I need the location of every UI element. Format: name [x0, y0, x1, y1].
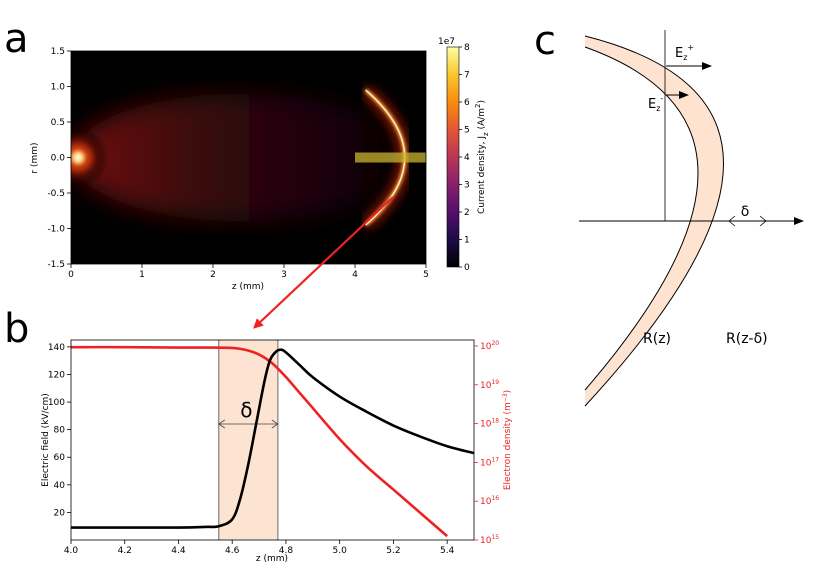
line-chart-x-tick-label: 4.0	[64, 546, 79, 556]
delta-band	[218, 340, 278, 540]
panel-c-letter: c	[534, 18, 556, 64]
colorbar	[446, 46, 460, 268]
heatmap-y-tick-label: 0.0	[51, 154, 66, 164]
delta-gap-arrowheads	[728, 215, 767, 227]
heatmap-y-tick-label: -1.0	[47, 225, 65, 235]
colorbar-ticks: 8 7 6 5 4 3 2 1 0	[459, 43, 470, 273]
line-chart-x-tick-label: 5.4	[440, 546, 455, 556]
panel-a-letter: a	[4, 16, 29, 62]
line-chart-x-tick-label: 4.2	[118, 546, 132, 556]
colorbar-tick-label: 0	[464, 263, 470, 273]
heatmap-y-tick-label: -0.5	[47, 189, 65, 199]
r-z-label: R(z)	[643, 331, 671, 347]
line-chart-y-tick-label: 40	[54, 481, 66, 491]
line-chart-x-tick-label: 4.4	[171, 546, 186, 556]
line-chart-y2-tick-label: 1017	[480, 456, 499, 468]
line-chart-x-tick-label: 5.0	[333, 546, 348, 556]
line-chart-x-tick-label: 5.2	[386, 546, 400, 556]
panel-c-diagram: Ez+ Ez- δ R(z) R(z-δ)	[579, 30, 804, 407]
heatmap-x-ticks: 0 1 2 3 4 5	[68, 264, 429, 280]
colorbar-tick-label: 2	[464, 208, 470, 218]
line-chart-y2-tick-label: 1015	[480, 534, 499, 546]
line-chart-y2-label: Electron density (m−3)	[502, 390, 514, 490]
panel-a-heatmap: 0 1 2 3 4 5 1.5 1.0 0.5 0.0 -0.5 -1.0 -1.5 z (mm) r…	[30, 37, 490, 292]
heatmap-x-tick-label: 1	[139, 270, 145, 280]
line-chart-x-tick-label: 4.8	[279, 546, 294, 556]
heatmap-plume	[73, 93, 410, 222]
r-z-minus-delta-label: R(z-δ)	[726, 331, 768, 347]
line-chart-y-tick-label: 120	[48, 370, 65, 380]
heatmap-source-glow	[71, 127, 109, 188]
colorbar-label: Current density, Jz (A/m2)	[474, 100, 490, 214]
colorbar-tick-label: 3	[464, 181, 470, 191]
heatmap-x-tick-label: 2	[210, 270, 216, 280]
delta-arrow-head-right	[271, 419, 279, 429]
heatmap-y-ticks: 1.5 1.0 0.5 0.0 -0.5 -1.0 -1.5	[47, 47, 71, 270]
line-chart-y-tick-label: 140	[48, 343, 65, 353]
series-electron-density	[71, 345, 448, 538]
colorbar-tick-label: 1	[464, 236, 470, 246]
line-chart-frame	[70, 339, 475, 541]
heatmap-marker-band	[355, 152, 426, 163]
line-chart-y2-ticks: 1020 1019 1018 1017 1016 1015	[474, 340, 499, 546]
colorbar-tick-label: 6	[464, 98, 470, 108]
line-chart-x-tick-label: 4.6	[225, 546, 240, 556]
line-chart-x-label: z (mm)	[256, 554, 288, 564]
inner-arc-r-z	[584, 46, 699, 391]
line-chart-y-tick-label: 80	[54, 426, 66, 436]
heatmap-y-tick-label: 1.5	[51, 47, 65, 57]
colorbar-tick-label: 5	[464, 126, 470, 136]
ez-minus-label: Ez-	[648, 94, 663, 113]
colorbar-tick-label: 7	[464, 71, 470, 81]
heatmap-x-label: z (mm)	[232, 282, 264, 292]
line-chart-y-label: Electric field (kV/cm)	[41, 393, 51, 487]
colorbar-multiplier: 1e7	[438, 37, 455, 47]
line-chart-y2-tick-label: 1020	[480, 340, 499, 352]
heatmap-y-label: r (mm)	[30, 142, 40, 173]
heatmap-x-tick-label: 5	[423, 270, 429, 280]
line-chart-y-tick-label: 20	[54, 508, 66, 518]
ez-plus-label: Ez+	[675, 43, 694, 62]
line-chart-y2-tick-label: 1019	[480, 379, 499, 391]
colorbar-tick-label: 8	[464, 43, 470, 53]
heatmap-x-tick-label: 3	[281, 270, 287, 280]
delta-arrow-head-left	[218, 419, 225, 429]
heatmap-y-tick-label: 1.0	[51, 83, 66, 93]
heatmap-x-tick-label: 0	[68, 270, 74, 280]
line-chart-y-tick-label: 100	[48, 398, 65, 408]
line-chart-y-ticks: 140 120 100 80 60 40 20	[48, 343, 71, 518]
outer-arc-r-z-minus-delta	[584, 35, 724, 407]
line-chart-y2-tick-label: 1018	[480, 418, 499, 430]
colorbar-tick-label: 4	[464, 153, 470, 163]
heatmap-x-tick-label: 4	[352, 270, 358, 280]
delta-gap-label: δ	[741, 204, 750, 220]
panel-b-letter: b	[4, 306, 29, 352]
heatmap-y-tick-label: 0.5	[51, 118, 65, 128]
heatmap-y-tick-label: -1.5	[47, 260, 65, 270]
series-electric-field	[71, 348, 474, 529]
line-chart-x-ticks: 4.0 4.2 4.4 4.6 4.8 5.0 5.2 5.4	[64, 540, 455, 556]
line-chart-y-tick-label: 60	[54, 453, 66, 463]
line-chart-y2-tick-label: 1016	[480, 495, 499, 507]
zoom-connector-arrow	[253, 196, 394, 329]
delta-label: δ	[240, 398, 252, 422]
panel-b-line-chart: δ 4.0 4.2 4.4 4.6 4.8 5.0 5.2 5.4 140 120 100 80 60…	[41, 339, 514, 564]
